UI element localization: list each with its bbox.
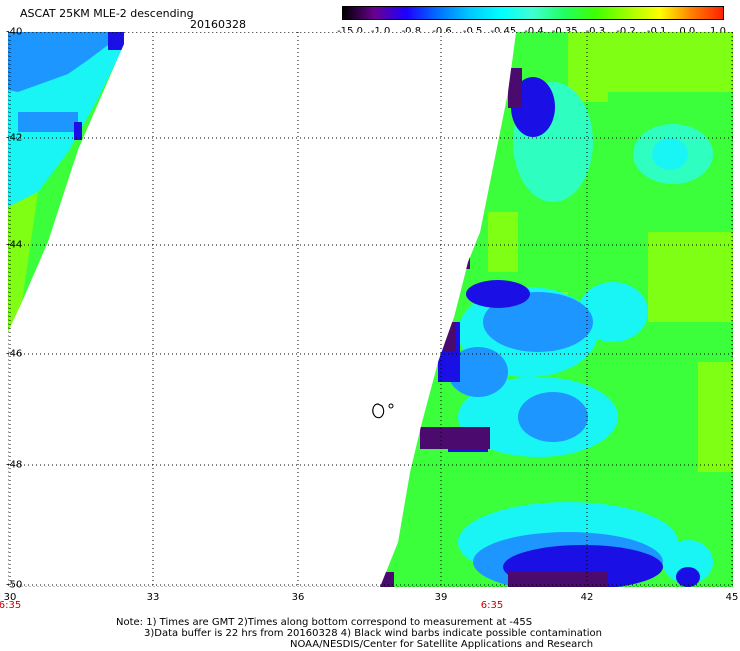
- color-scale-label: -0.45: [490, 26, 517, 37]
- purple-cell: [420, 427, 490, 449]
- chart-title: ASCAT 25KM MLE-2 descending: [20, 7, 194, 20]
- color-scale-label: -0.2: [616, 26, 636, 37]
- data-cell: [488, 212, 518, 272]
- purple-cell: [508, 68, 522, 108]
- data-cell: [18, 112, 78, 132]
- no-data-area: [124, 32, 516, 587]
- data-cell: [74, 122, 82, 140]
- note-line-3: NOAA/NESDIS/Center for Satellite Applica…: [290, 639, 594, 650]
- left-swath-blue: [8, 32, 118, 92]
- note-line-1: Note: 1) Times are GMT 2)Times along bot…: [116, 617, 533, 628]
- purple-cell: [508, 572, 608, 587]
- cyan-zone-se: [663, 540, 713, 584]
- color-scale-label: -0.6: [432, 26, 452, 37]
- chart-date: 20160328: [190, 18, 246, 31]
- blue-zone-1: [483, 292, 593, 352]
- longitude-label: 33: [146, 592, 160, 603]
- map-frame: [8, 32, 733, 587]
- deep-blue-1: [466, 280, 530, 308]
- data-cell: [608, 92, 733, 122]
- latitude-label: -50: [6, 579, 23, 591]
- color-scale-label: -0.3: [585, 26, 606, 37]
- latitude-label: -46: [6, 348, 23, 360]
- latitude-label: -40: [6, 26, 23, 38]
- island-outline: [372, 403, 385, 419]
- longitude-label: 39: [434, 592, 448, 603]
- data-cell: [568, 32, 733, 102]
- time-label-left: 6:35: [0, 600, 22, 611]
- time-label-center: 6:35: [480, 600, 504, 611]
- left-swath-lime: [8, 192, 38, 332]
- color-scale-label: 0.0: [679, 26, 696, 37]
- wind-map: [8, 32, 733, 587]
- longitude-label: 30: [3, 592, 17, 603]
- deep-blue-se: [676, 567, 700, 587]
- latitude-label: -44: [6, 239, 23, 251]
- longitude-label: 36: [291, 592, 305, 603]
- left-swath-dark: [108, 32, 124, 50]
- no-data-area-left: [8, 44, 124, 587]
- latitude-label: -42: [6, 132, 23, 144]
- latitude-label: -48: [6, 459, 23, 471]
- data-cell: [648, 232, 733, 322]
- note-line-2: 3)Data buffer is 22 hrs from 20160328 4)…: [144, 628, 602, 639]
- data-cell: [698, 362, 733, 472]
- cyan-zone-2: [578, 282, 648, 342]
- color-scale-label: -15.0: [337, 26, 363, 37]
- cyan-eddy-core: [652, 138, 688, 170]
- color-scale-bar: [342, 6, 724, 20]
- color-scale-label: -0.8: [401, 26, 422, 37]
- blue-zone-3: [448, 347, 508, 397]
- longitude-label: 45: [725, 592, 739, 603]
- small-island-outline: [388, 403, 394, 409]
- longitude-label: 42: [580, 592, 594, 603]
- color-scale-label: -0.4: [524, 26, 544, 37]
- blue-zone-2: [518, 392, 588, 442]
- color-scale-label: 1.0: [710, 26, 726, 37]
